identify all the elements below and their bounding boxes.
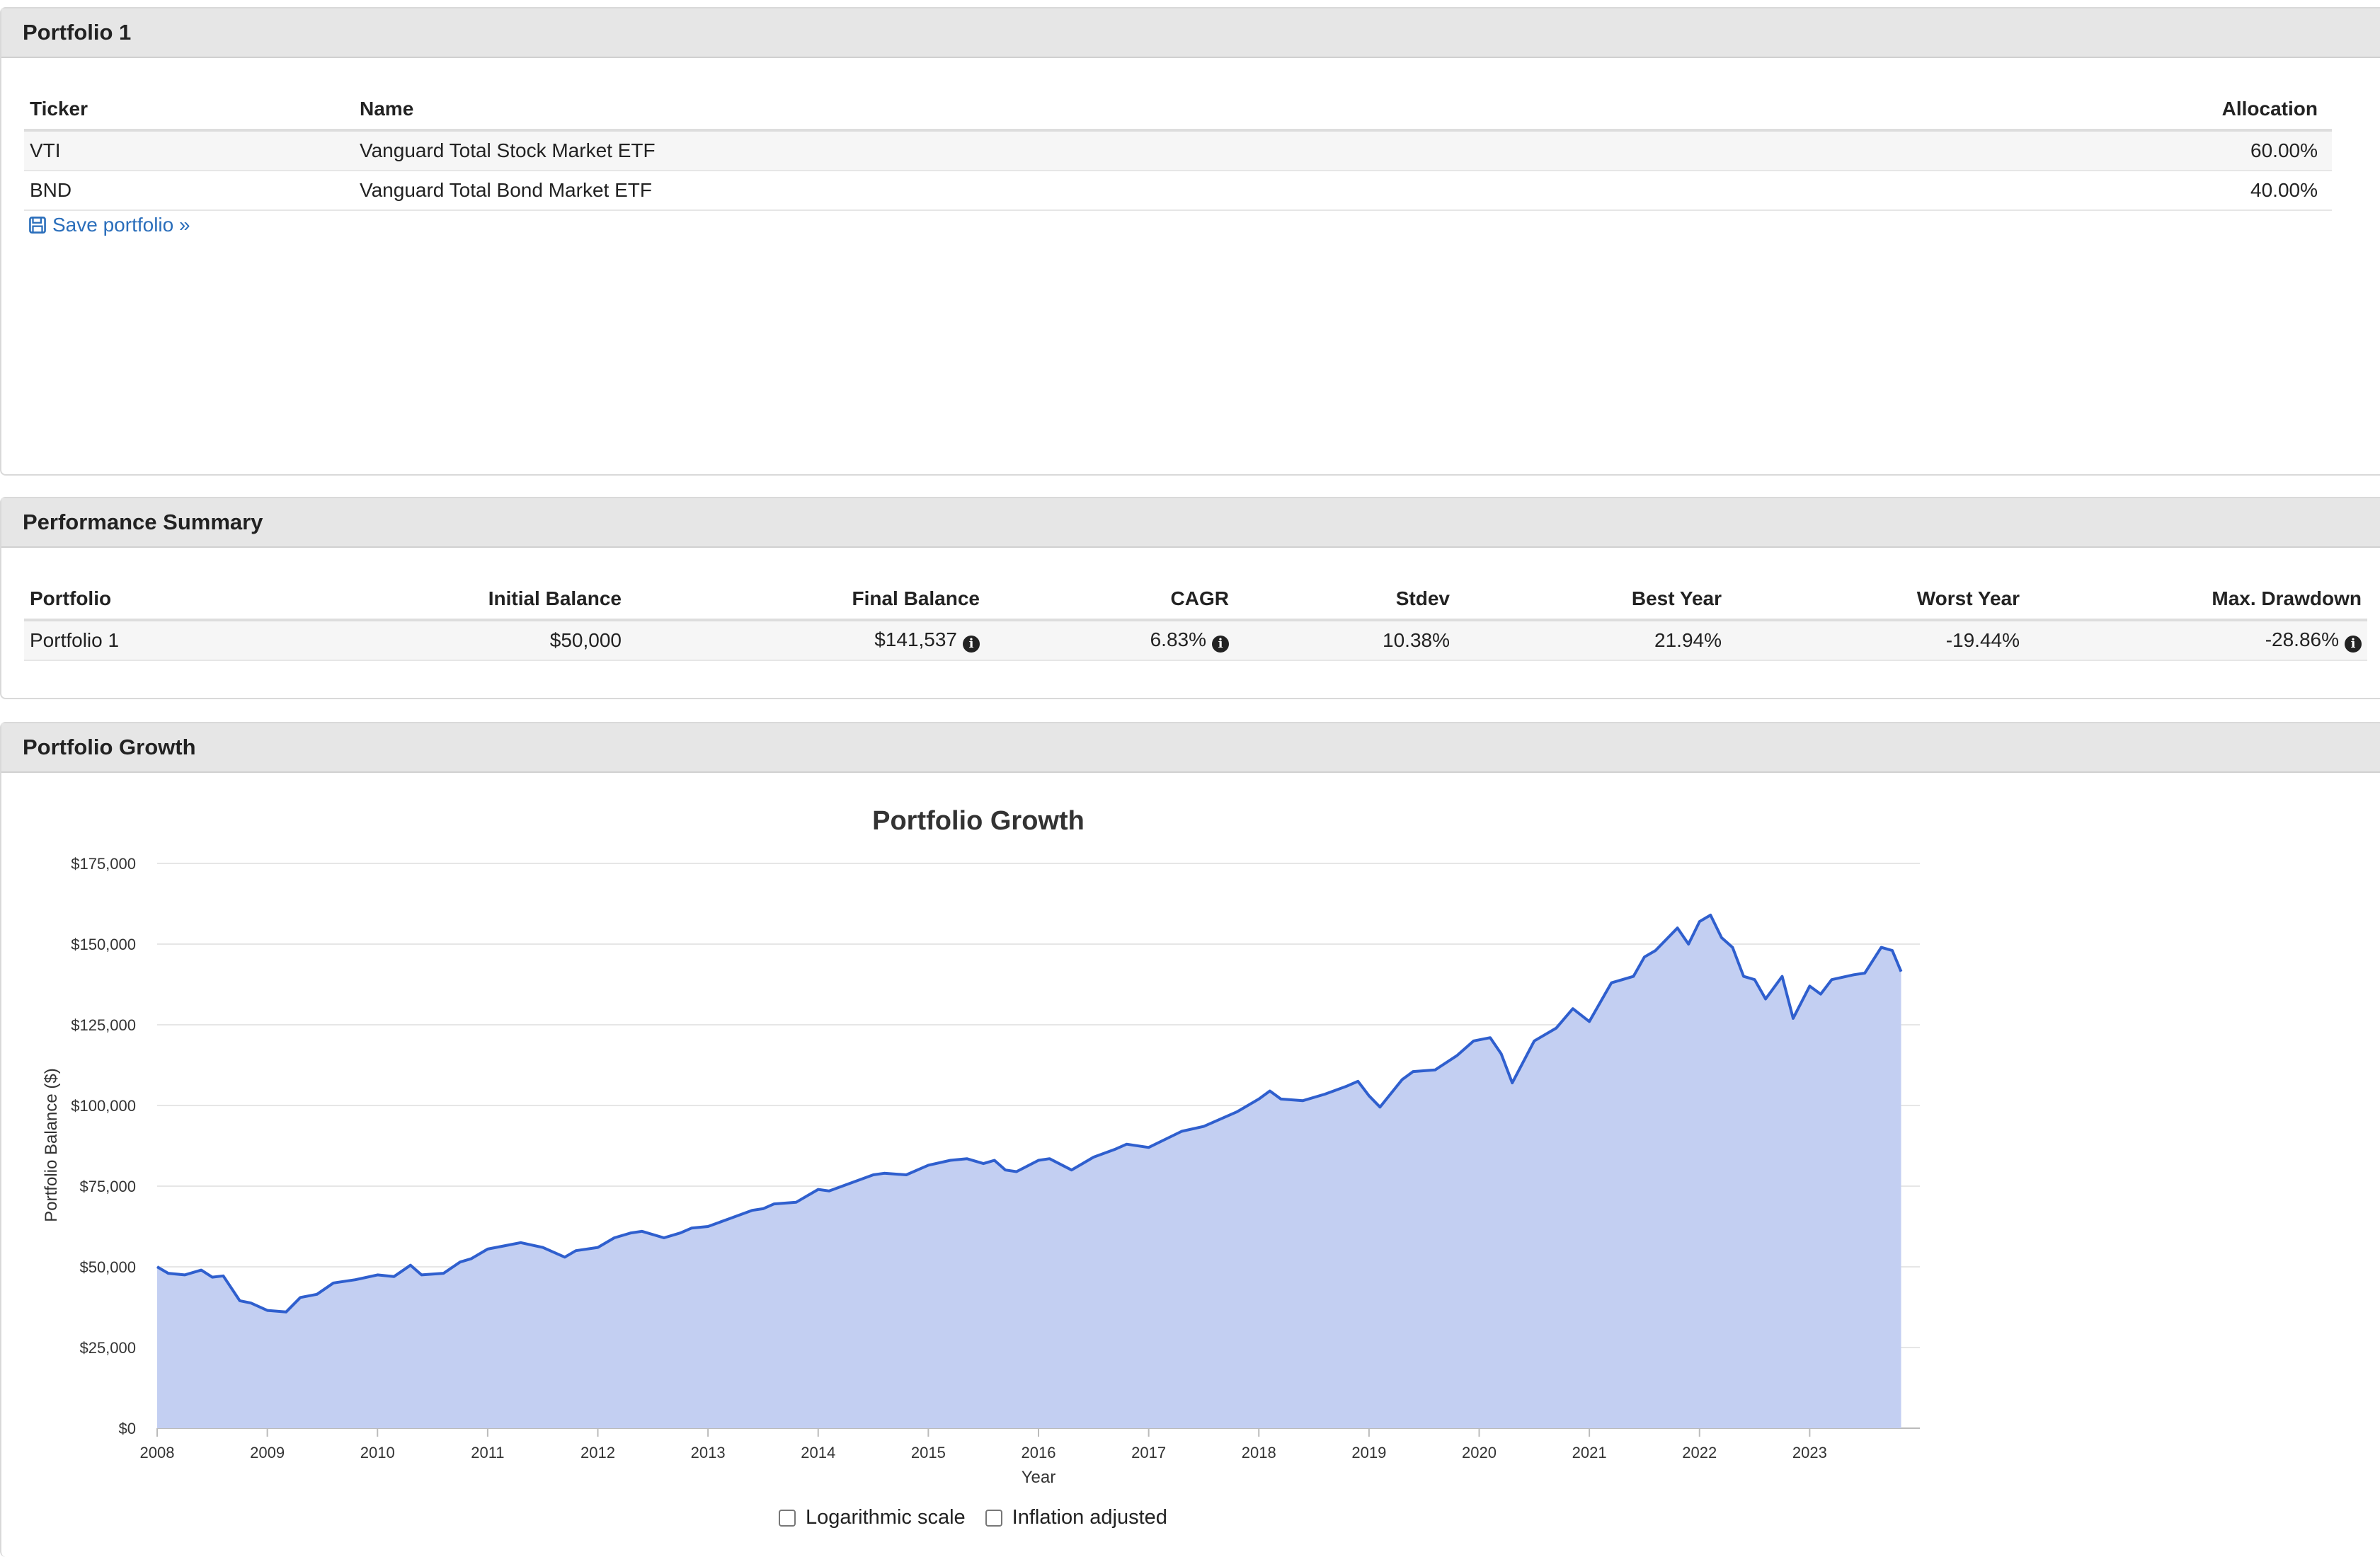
x-tick-label: 2022 (1682, 1444, 1717, 1461)
table-row: Portfolio 1 $50,000 $141,537 i 6.83% i 10.… (24, 620, 2367, 661)
x-tick-label: 2010 (360, 1444, 395, 1461)
x-tick-label: 2013 (691, 1444, 726, 1461)
x-tick-label: 2008 (140, 1444, 175, 1461)
table-row: VTI Vanguard Total Stock Market ETF 60.0… (24, 130, 2332, 171)
performance-summary-title: Performance Summary (1, 498, 2380, 548)
portfolio-growth-title: Portfolio Growth (1, 723, 2380, 773)
portfolio-cell: Portfolio 1 (24, 620, 304, 661)
cagr-cell: 6.83% i (985, 620, 1235, 661)
name-cell: Vanguard Total Bond Market ETF (354, 171, 1791, 211)
portfolio-line (156, 914, 1903, 1314)
x-tick-label: 2023 (1792, 1444, 1827, 1461)
max-drawdown-value: -28.86% (2265, 628, 2339, 650)
best-year-cell: 21.94% (1455, 620, 1727, 661)
initial-balance-cell: $50,000 (304, 620, 627, 661)
y-tick-label: $150,000 (71, 936, 136, 953)
y-tick-label: $0 (119, 1420, 136, 1437)
x-tick-label: 2016 (1022, 1444, 1056, 1461)
col-initial-balance: Initial Balance (304, 569, 627, 621)
portfolio-area (157, 915, 1901, 1428)
x-tick-label: 2011 (471, 1444, 504, 1461)
x-tick-label: 2009 (250, 1444, 285, 1461)
y-tick-label: $25,000 (79, 1339, 136, 1357)
ticker-cell: VTI (24, 130, 354, 171)
stdev-cell: 10.38% (1235, 620, 1455, 661)
y-tick-label: $100,000 (71, 1097, 136, 1115)
info-icon[interactable]: i (963, 636, 980, 653)
y-tick-label: $50,000 (79, 1258, 136, 1276)
x-axis-title: Year (1022, 1468, 1056, 1487)
x-tick-label: 2021 (1572, 1444, 1607, 1461)
logarithmic-scale-checkbox[interactable] (779, 1509, 796, 1527)
x-tick-label: 2014 (801, 1444, 835, 1461)
y-tick-label: $75,000 (79, 1178, 136, 1195)
info-icon[interactable]: i (1212, 636, 1229, 653)
inflation-adjusted-label[interactable]: Inflation adjusted (1012, 1506, 1167, 1529)
col-max-drawdown: Max. Drawdown (2025, 569, 2367, 621)
x-tick-label: 2018 (1242, 1444, 1276, 1461)
col-final-balance: Final Balance (627, 569, 985, 621)
table-row: BND Vanguard Total Bond Market ETF 40.00… (24, 171, 2332, 211)
col-ticker: Ticker (24, 79, 354, 132)
chart-options: Logarithmic scale Inflation adjusted (779, 1506, 1187, 1529)
max-drawdown-cell: -28.86% i (2025, 620, 2367, 661)
col-name: Name (354, 79, 1791, 132)
portfolio-growth-chart: Portfolio Growth $0 $25,000 $50,000 $75,000… (42, 806, 1920, 1487)
y-axis-title: Portfolio Balance ($) (42, 1068, 61, 1222)
performance-summary-panel: Performance Summary Portfolio Initial Ba… (0, 497, 2380, 699)
floppy-disk-icon (29, 217, 46, 234)
col-cagr: CAGR (985, 569, 1235, 621)
portfolio-panel: Portfolio 1 Ticker Name Allocation VTI V… (0, 7, 2380, 476)
save-portfolio-link[interactable]: Save portfolio » (28, 214, 190, 236)
x-tick-label: 2015 (911, 1444, 946, 1461)
final-balance-value: $141,537 (874, 628, 957, 650)
col-allocation: Allocation (1790, 79, 2332, 132)
inflation-adjusted-checkbox[interactable] (985, 1509, 1002, 1527)
save-portfolio-label: Save portfolio » (52, 214, 190, 236)
x-tick-label: 2017 (1131, 1444, 1166, 1461)
chart-title: Portfolio Growth (872, 806, 1085, 836)
worst-year-cell: -19.44% (1727, 620, 2025, 661)
x-tick-label: 2019 (1351, 1444, 1386, 1461)
col-stdev: Stdev (1235, 569, 1455, 621)
allocation-cell: 60.00% (1790, 130, 2332, 171)
y-tick-label: $175,000 (71, 855, 136, 873)
name-cell: Vanguard Total Stock Market ETF (354, 130, 1791, 171)
x-tick-label: 2012 (580, 1444, 615, 1461)
col-portfolio: Portfolio (24, 569, 304, 621)
final-balance-cell: $141,537 i (627, 620, 985, 661)
portfolio-panel-title: Portfolio 1 (1, 8, 2380, 58)
info-icon[interactable]: i (2345, 636, 2362, 653)
col-worst-year: Worst Year (1727, 569, 2025, 621)
x-tick-label: 2020 (1462, 1444, 1497, 1461)
cagr-value: 6.83% (1150, 628, 1206, 650)
allocation-cell: 40.00% (1790, 171, 2332, 211)
ticker-cell: BND (24, 171, 354, 211)
col-best-year: Best Year (1455, 569, 1727, 621)
y-tick-label: $125,000 (71, 1016, 136, 1034)
portfolio-table: Ticker Name Allocation VTI Vanguard Tota… (24, 79, 2332, 211)
logarithmic-scale-label[interactable]: Logarithmic scale (806, 1506, 966, 1529)
summary-table: Portfolio Initial Balance Final Balance … (24, 569, 2367, 661)
